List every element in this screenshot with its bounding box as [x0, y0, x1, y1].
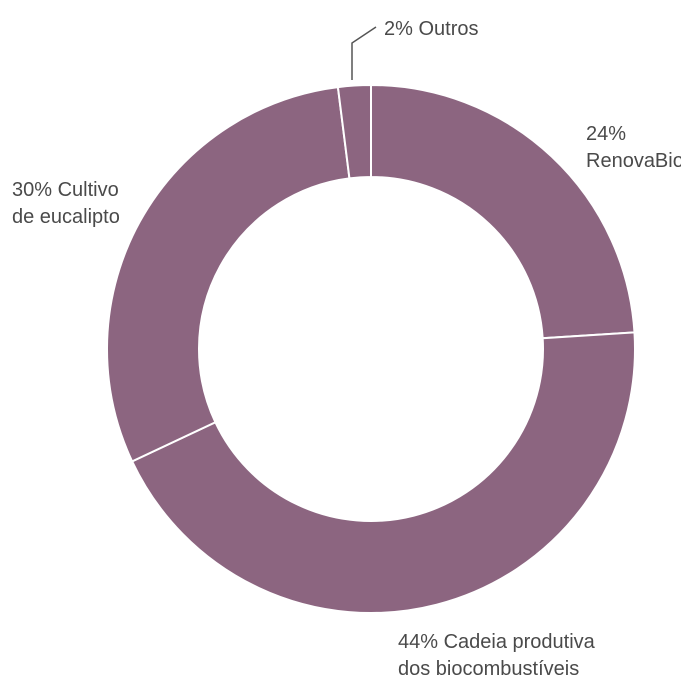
- slices-group: [106, 83, 636, 614]
- slice-label-4-line-1: 2% Outros: [384, 18, 478, 40]
- slice-label-4: 2% Outros: [384, 18, 478, 40]
- slice-label-3: 30% Cultivo de eucalipto: [12, 179, 120, 228]
- slice-label-2: 44% Cadeia produtiva dos biocombustíveis: [398, 631, 596, 680]
- leader-line-outros: [351, 26, 377, 80]
- donut-slice-4: [336, 83, 372, 180]
- slice-label-3-line-2: de eucalipto: [12, 206, 120, 228]
- labels-group: 24% RenovaBio 44% Cadeia produtiva dos bioc…: [12, 18, 681, 680]
- donut-slice-3: [106, 85, 351, 463]
- donut-slice-2: [130, 331, 636, 614]
- slice-label-1: 24% RenovaBio: [586, 123, 681, 172]
- slice-label-1-line-2: RenovaBio: [586, 150, 681, 172]
- donut-slice-1: [370, 83, 636, 340]
- slice-label-2-line-1: 44% Cadeia produtiva: [398, 631, 596, 653]
- leader-lines-group: [351, 26, 377, 80]
- slice-label-2-line-2: dos biocombustíveis: [398, 658, 579, 680]
- slice-label-1-line-1: 24%: [586, 123, 626, 145]
- slice-label-3-line-1: 30% Cultivo: [12, 179, 119, 201]
